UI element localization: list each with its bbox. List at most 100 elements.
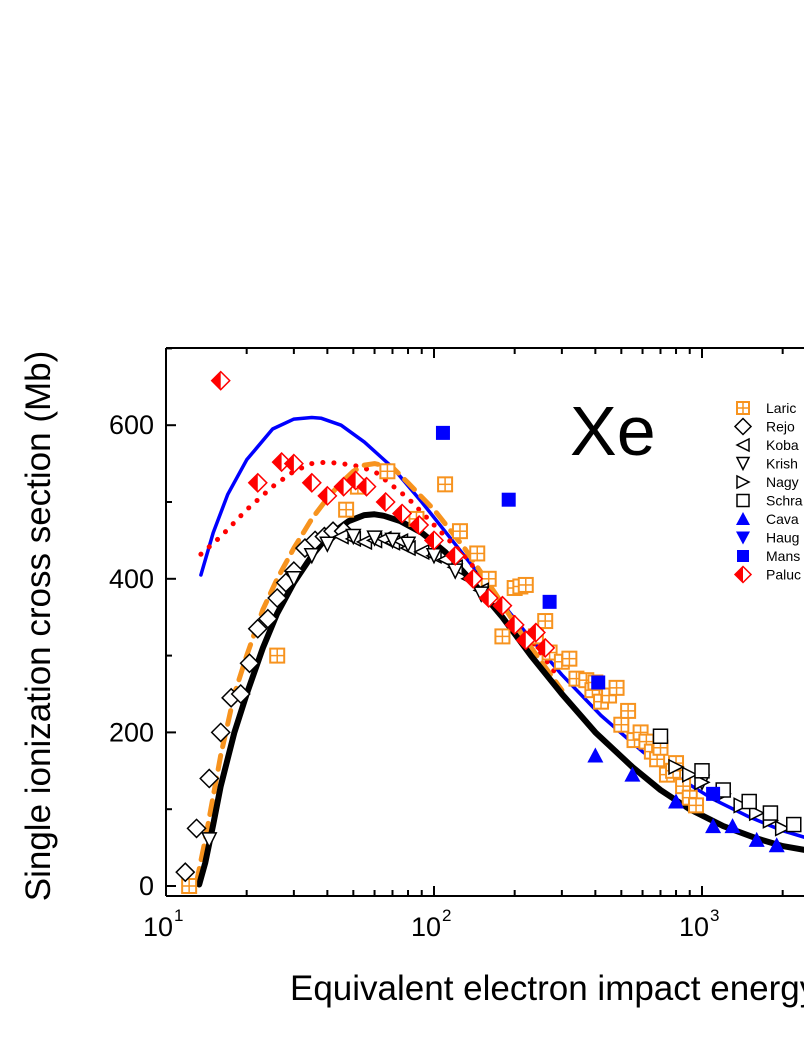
data-point-half (410, 516, 420, 535)
data-point (201, 832, 218, 849)
data-point (501, 492, 516, 507)
data-point-half (334, 477, 344, 496)
data-point (384, 532, 401, 550)
legend-marker-half (735, 566, 743, 583)
legend-entry: Koba (735, 437, 799, 453)
legend: Laric Rejo Koba Krish Nagy Schra Cava Haug Mans P… (733, 400, 803, 584)
series-3 (201, 528, 711, 849)
data-point (652, 728, 669, 744)
series-6 (587, 747, 785, 853)
data-point-half (536, 638, 546, 657)
data-point-half (284, 454, 294, 473)
legend-label: Laric (766, 400, 796, 416)
legend-entry: Cava (736, 511, 799, 527)
legend-marker (737, 550, 749, 562)
data-point (303, 548, 321, 565)
legend-entry: Nagy (736, 474, 799, 490)
data-point (668, 793, 685, 809)
data-point (210, 722, 231, 743)
data-point-half (357, 477, 367, 496)
legend-entry: Schra (736, 493, 803, 509)
legend-label: Cava (766, 511, 799, 527)
data-point-half (493, 596, 503, 615)
data-point (762, 805, 779, 821)
data-point (786, 816, 802, 833)
data-point (587, 747, 604, 763)
data-point (186, 818, 207, 839)
x-axis-label: Equivalent electron impact energy (290, 969, 804, 1008)
x-tick-exponent: 3 (710, 906, 719, 925)
y-tick-label: 0 (139, 871, 154, 901)
legend-label: Paluc (766, 567, 801, 583)
legend-entry: Paluc (733, 565, 801, 584)
data-point (230, 683, 251, 705)
data-point-half (505, 615, 515, 634)
data-point-half (248, 473, 258, 492)
y-axis-label: Single ionization cross section (Mb) (19, 351, 58, 902)
data-point (413, 543, 430, 561)
data-point (247, 618, 268, 639)
data-point (591, 675, 606, 690)
legend-label: Krish (766, 456, 798, 472)
x-tick-label: 10 (679, 912, 709, 942)
data-point (345, 528, 362, 546)
data-point (774, 820, 792, 837)
data-point (175, 862, 196, 883)
data-point-half (272, 453, 282, 472)
data-point (694, 763, 710, 779)
data-point-half (376, 493, 386, 511)
data-point (681, 766, 699, 783)
legend-entry: Laric (736, 400, 796, 416)
data-point-half (211, 371, 221, 390)
data-point-half (516, 631, 526, 650)
data-point (706, 786, 721, 801)
data-point (694, 774, 711, 791)
data-point (267, 587, 288, 609)
data-point (239, 653, 260, 674)
data-point-half (446, 546, 456, 565)
data-point (705, 818, 722, 834)
data-point (768, 837, 785, 853)
legend-marker (736, 531, 750, 545)
data-point (624, 766, 641, 782)
data-point (285, 571, 303, 588)
data-point-half (464, 569, 474, 588)
legend-marker (736, 512, 750, 525)
data-point (542, 594, 557, 609)
legend-marker (735, 437, 750, 453)
data-point-half (302, 473, 312, 492)
x-tick-exponent: 2 (442, 906, 451, 925)
legend-label: Koba (766, 437, 799, 453)
legend-marker (735, 456, 751, 472)
data-point (332, 528, 349, 545)
x-tick-label: 10 (143, 912, 173, 942)
data-point (435, 425, 450, 440)
data-point-half (526, 623, 536, 642)
legend-marker (736, 474, 751, 490)
legend-entry: Haug (736, 530, 799, 546)
legend-entry: Rejo (733, 417, 795, 436)
data-point (748, 804, 766, 822)
data-point (724, 818, 741, 834)
legend-entry: Krish (735, 456, 798, 472)
data-point-half (346, 471, 356, 490)
legend-entry: Mans (737, 548, 800, 564)
x-tick-exponent: 1 (174, 906, 183, 925)
legend-marker (733, 417, 753, 436)
data-point (668, 758, 685, 776)
y-tick-label: 600 (109, 410, 154, 440)
data-point (741, 793, 757, 810)
data-point-half (425, 531, 434, 550)
legend-label: Rejo (766, 419, 795, 435)
element-annotation: Xe (570, 392, 656, 470)
data-point-half (393, 504, 403, 523)
data-point (257, 608, 278, 629)
series-8 (435, 425, 721, 801)
axes (165, 347, 804, 897)
data-point (319, 536, 336, 553)
legend-label: Nagy (766, 474, 799, 490)
data-point (399, 536, 417, 553)
data-point-half (318, 486, 328, 505)
